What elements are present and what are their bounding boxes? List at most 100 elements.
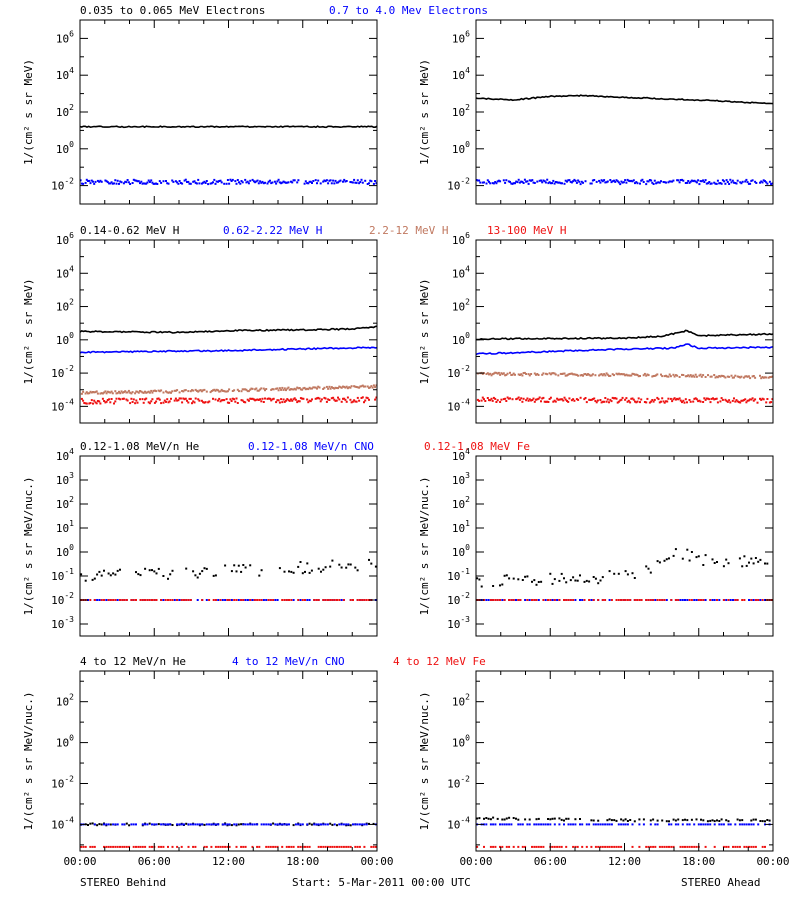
- series-1-point: [145, 182, 148, 185]
- series-3-point: [558, 398, 561, 401]
- series-1-point: [580, 180, 583, 183]
- series-2-point: [269, 599, 272, 601]
- series-1-point: [208, 823, 211, 826]
- series-2-point: [176, 389, 179, 392]
- series-2-point: [526, 599, 529, 601]
- series-2-point: [732, 845, 734, 848]
- series-1-point: [282, 180, 285, 183]
- series-1-point: [552, 179, 555, 182]
- y-tick-label: 10-4: [447, 815, 470, 831]
- series-0-point: [349, 824, 352, 827]
- series-1-point: [294, 823, 297, 826]
- series-2-point: [569, 599, 572, 601]
- series-1-point: [313, 823, 316, 826]
- series-1-point: [115, 182, 118, 185]
- series-0-point: [370, 562, 373, 565]
- series-2-point: [754, 376, 757, 379]
- series-1-point: [245, 181, 248, 184]
- series-2-point: [176, 599, 179, 601]
- series-1-point: [147, 179, 150, 182]
- series-1-point: [655, 182, 658, 185]
- series-2-point: [592, 599, 595, 601]
- y-tick-label: 106: [56, 231, 74, 247]
- series-2-point: [278, 387, 281, 390]
- series-3-point: [679, 399, 682, 402]
- series-0-point: [661, 819, 664, 822]
- series-0-point: [622, 819, 625, 822]
- series-2-point: [597, 599, 600, 601]
- plot-frame: [79, 455, 378, 637]
- series-2-point: [251, 387, 254, 390]
- series-0-point: [135, 571, 137, 574]
- series-1-point: [260, 181, 263, 184]
- series-3-point: [191, 402, 193, 405]
- series-3-point: [705, 397, 708, 400]
- series-0-point: [695, 556, 698, 559]
- series-2-point: [375, 384, 377, 387]
- series-2-point: [114, 390, 117, 393]
- series-2-point: [322, 599, 325, 601]
- series-3-point: [214, 398, 217, 401]
- series-1-point: [195, 182, 198, 185]
- series-1-point: [507, 180, 510, 183]
- series-3-point: [183, 398, 186, 401]
- series-2-point: [568, 373, 571, 375]
- series-3-point: [652, 400, 655, 403]
- series-2-point: [750, 845, 753, 848]
- series-3-point: [771, 398, 773, 401]
- footer-right-label: STEREO Ahead: [681, 876, 760, 889]
- series-1-point: [201, 823, 204, 826]
- series-1-point: [105, 823, 108, 826]
- series-1-point: [601, 823, 604, 826]
- series-1-point: [114, 179, 117, 182]
- series-2-point: [536, 373, 539, 375]
- series-1-point: [514, 182, 516, 185]
- series-3-point: [632, 398, 635, 401]
- series-3-point: [153, 401, 156, 404]
- series-0-point: [297, 565, 300, 568]
- series-0-point: [606, 819, 609, 822]
- series-2-point: [202, 389, 205, 392]
- series-0-point: [331, 823, 334, 826]
- series-2-point: [285, 599, 288, 601]
- series-2-point: [611, 373, 614, 376]
- series-0-point: [185, 567, 188, 570]
- series-1-point: [92, 180, 94, 183]
- series-1-point: [253, 823, 256, 826]
- series-3-point: [573, 399, 576, 402]
- series-1-point: [158, 180, 161, 183]
- series-1-point: [361, 181, 364, 184]
- series-1-point: [553, 823, 556, 826]
- series-1-point: [702, 823, 705, 826]
- series-2-point: [134, 392, 137, 395]
- series-0-point: [112, 572, 115, 575]
- series-2-point: [693, 845, 696, 848]
- series-2-point: [201, 599, 204, 601]
- series-1-point: [757, 823, 760, 826]
- series-3-point: [350, 401, 353, 404]
- series-3-point: [200, 399, 203, 402]
- series-2-point: [85, 391, 88, 394]
- series-1-point: [727, 823, 730, 826]
- series-1-point: [131, 182, 134, 184]
- series-2-point: [180, 599, 183, 601]
- series-2-point: [727, 845, 730, 848]
- series-0-point: [87, 824, 89, 826]
- series-1-point: [236, 179, 239, 181]
- series-2-point: [517, 845, 520, 848]
- series-2-point: [762, 376, 765, 379]
- series-2-point: [322, 845, 325, 848]
- series-1-point: [96, 599, 99, 601]
- series-2-point: [512, 845, 515, 848]
- series-3-point: [103, 400, 106, 402]
- series-1-point: [651, 181, 654, 184]
- series-0-point: [214, 574, 217, 577]
- y-tick-exponent: -4: [460, 815, 470, 824]
- series-1-point: [677, 823, 680, 826]
- series-0-point: [754, 557, 757, 559]
- series-0-point: [759, 820, 762, 822]
- series-2-point: [135, 845, 137, 848]
- series-1-point: [654, 599, 657, 601]
- series-3-point: [166, 398, 169, 401]
- series-2-point: [203, 845, 206, 848]
